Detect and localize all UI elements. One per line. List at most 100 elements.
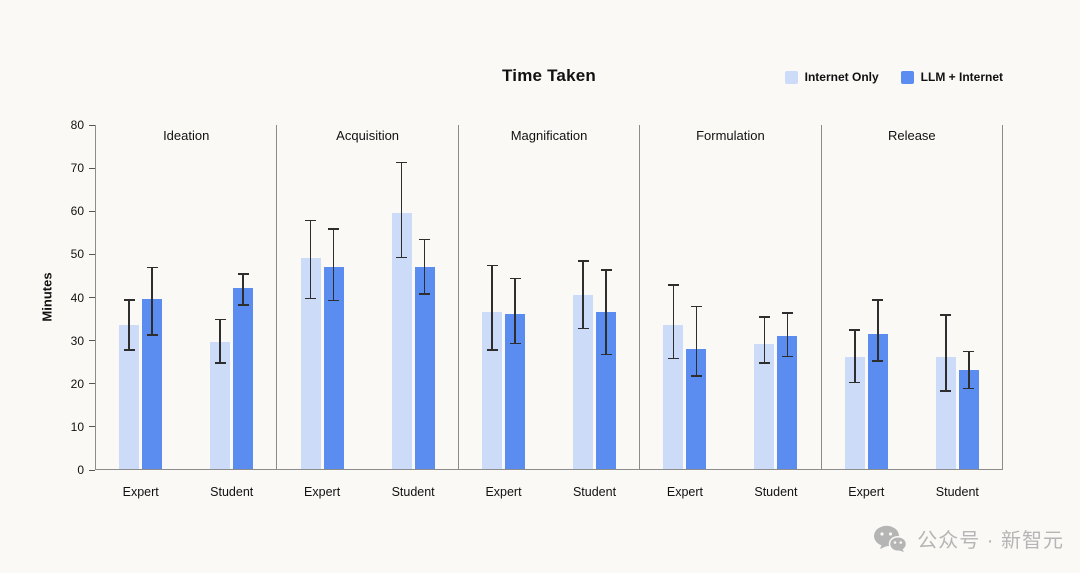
- y-axis-tick: 70: [71, 161, 95, 175]
- error-bar: [600, 269, 612, 356]
- error-bar-cap-top: [690, 305, 702, 308]
- legend: Internet Only LLM + Internet: [784, 70, 1003, 84]
- error-bar-cap-bottom: [486, 349, 498, 351]
- legend-label: LLM + Internet: [920, 70, 1003, 84]
- error-bar-cap-top: [419, 238, 431, 241]
- bar-slot: [482, 125, 503, 469]
- y-axis-tick-label: 50: [70, 247, 84, 262]
- panel-groups: Expert Student: [459, 125, 639, 499]
- error-bar-cap-bottom: [872, 360, 884, 362]
- error-bar-cap-bottom: [214, 362, 226, 364]
- error-bar-cap-bottom: [940, 390, 952, 392]
- error-bar-cap-top: [214, 318, 226, 321]
- bar: [391, 213, 412, 469]
- y-axis-tick: 20: [71, 377, 95, 391]
- error-bar-line: [151, 266, 153, 336]
- error-bar: [419, 238, 431, 295]
- error-bar-line: [695, 305, 698, 377]
- error-bar: [758, 316, 770, 364]
- bar: [233, 288, 254, 469]
- error-bar-line: [309, 219, 312, 300]
- error-bar-cap-bottom: [849, 381, 861, 383]
- bar: [505, 314, 526, 469]
- error-bar: [872, 299, 884, 362]
- panel-groups: Expert Student: [640, 125, 820, 499]
- x-axis-group-label: Student: [572, 485, 617, 499]
- error-bar-line: [514, 277, 516, 345]
- y-axis-tick-label: 70: [70, 161, 84, 176]
- panel-title: Release: [887, 128, 936, 143]
- bar-slot: [663, 125, 684, 469]
- x-axis-group-label: Expert: [304, 485, 341, 499]
- y-axis-tick: 30: [71, 334, 95, 348]
- y-axis-tick-label: 80: [70, 118, 84, 132]
- bar-slot: [958, 125, 979, 469]
- error-bar-line: [786, 312, 789, 358]
- bar-group-expert: Expert: [300, 125, 344, 499]
- y-axis-tick: 80: [71, 118, 95, 132]
- error-bar-cap-bottom: [328, 299, 340, 302]
- bar: [482, 312, 503, 469]
- bar: [777, 335, 798, 469]
- panel-title: Formulation: [696, 128, 765, 143]
- bar-slot: [391, 125, 412, 469]
- bar-slot: [323, 125, 344, 469]
- y-axis-tick-mark: [89, 426, 95, 428]
- error-bar-line: [968, 350, 970, 390]
- bar-slot: [142, 125, 163, 469]
- error-bar: [849, 329, 861, 383]
- legend-item: Internet Only: [784, 70, 879, 84]
- panel-groups: Expert Student: [277, 125, 457, 499]
- error-bar-cap-top: [146, 266, 158, 269]
- watermark-text: 公众号 · 新智元: [917, 530, 1064, 552]
- error-bar-cap-top: [509, 277, 521, 280]
- bar: [119, 324, 140, 469]
- error-bar: [509, 277, 521, 345]
- y-axis-tick-label: 30: [70, 333, 84, 348]
- error-bar: [667, 284, 679, 360]
- bar: [573, 294, 594, 469]
- bar-slot: [573, 125, 594, 469]
- y-axis-tick-mark: [89, 253, 95, 255]
- y-axis-tick-mark: [89, 167, 95, 169]
- watermark: 公众号 · 新智元: [873, 524, 1064, 553]
- x-axis-group-label: Expert: [485, 485, 522, 499]
- error-bar-line: [763, 316, 766, 364]
- bar-group-expert: Expert: [482, 125, 526, 499]
- bar: [686, 348, 707, 469]
- bar-slot: [686, 125, 707, 469]
- error-bar-line: [219, 318, 221, 364]
- bar: [414, 266, 435, 469]
- bar-slot: [867, 125, 888, 469]
- error-bar-cap-bottom: [690, 375, 702, 377]
- bar-slot: [777, 125, 798, 469]
- error-bar-line: [242, 273, 244, 306]
- bar-group-expert: Expert: [844, 125, 888, 499]
- panel-title: Acquisition: [336, 128, 400, 143]
- error-bar-cap-top: [849, 329, 861, 331]
- panel-groups: Expert Student: [822, 125, 1002, 499]
- error-bar-line: [945, 314, 947, 392]
- error-bar: [237, 273, 249, 306]
- bar-group-student: Student: [573, 125, 617, 499]
- chart-title: Time Taken: [502, 66, 596, 85]
- error-bar-cap-bottom: [781, 355, 793, 358]
- bar-slot: [119, 125, 140, 469]
- x-axis-group-label: Expert: [666, 485, 703, 499]
- x-axis-group-label: Student: [935, 485, 979, 499]
- error-bar-cap-bottom: [146, 334, 158, 336]
- y-axis-tick-mark: [89, 210, 95, 212]
- error-bar-cap-top: [123, 299, 135, 301]
- error-bar-cap-bottom: [667, 357, 679, 360]
- chart-panel-release: Release Expert Student: [822, 125, 1004, 499]
- error-bar: [577, 260, 589, 330]
- bar: [867, 333, 888, 469]
- x-axis-group-label: Student: [754, 485, 798, 499]
- y-axis-tick: 50: [71, 247, 95, 261]
- error-bar-cap-bottom: [963, 387, 975, 390]
- panel-title: Magnification: [510, 128, 588, 143]
- bar-group-student: Student: [210, 125, 254, 499]
- error-bar-cap-top: [781, 312, 793, 314]
- bar-slot: [596, 125, 617, 469]
- error-bar: [963, 350, 975, 390]
